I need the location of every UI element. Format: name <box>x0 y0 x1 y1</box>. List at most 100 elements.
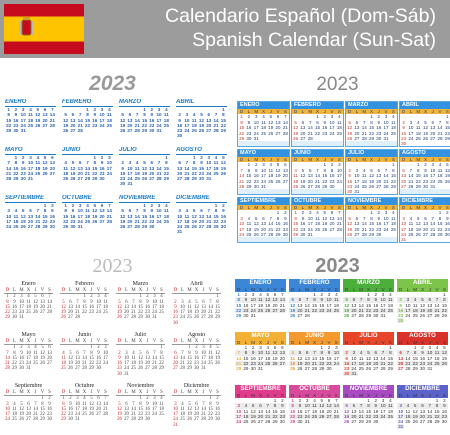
day-grid: 1 2 3 4 5 6 7 8 9 10 11 12 13 14 15 16 17 18 19 20 21 22 23 24 2… <box>235 292 286 319</box>
day-number: 4 <box>29 107 32 112</box>
day-number: 15 <box>322 173 328 179</box>
day-number: 12 <box>289 302 297 308</box>
day-number: 30 <box>198 176 205 182</box>
day-number: 15 <box>40 406 45 412</box>
weekday-label: S <box>332 340 340 346</box>
day-number: 20 <box>99 213 105 219</box>
day-number: 25 <box>208 361 213 367</box>
day-number: 1 <box>440 292 448 298</box>
day-number: 29 <box>368 232 374 238</box>
day-number: 25 <box>27 122 34 128</box>
day-grid: 1 2 3 4 5 6 7 8 9 10 11 12 13 14 15 16 17 18 19 20 21 22 23 24 2… <box>343 292 394 319</box>
day-number: 22 <box>40 412 45 418</box>
day-number: 3 <box>157 203 161 208</box>
day-number: 4 <box>332 292 340 298</box>
calendar-variant-classic: 2023 Enero D L M X J V S 1 2 3 4 5 6 7 8 9 10 11 12 13 14 15 16… <box>0 245 225 435</box>
day-number: 2 <box>377 210 381 216</box>
weekday-label: M <box>360 157 368 163</box>
day-number: 21 <box>433 307 441 314</box>
day-number: 13 <box>198 213 205 219</box>
day-number: 10 <box>6 213 12 219</box>
weekday-label: X <box>256 393 265 399</box>
day-grid: 1 2 3 4 5 6 7 8 9 10 11 12 13 14 15 16 17 18 19 20 21 22 23 24 2… <box>60 396 109 422</box>
day-grid: 1 2 3 4 5 6 7 8 9 10 11 12 13 14 15 16 17 18 19 20 21 22 23 24 2… <box>176 155 227 181</box>
day-number: 27 <box>75 366 80 372</box>
day-number: 21 <box>106 213 112 219</box>
day-number: 27 <box>275 130 281 136</box>
day-number: 9 <box>247 119 251 125</box>
day-number: 2 <box>178 112 181 118</box>
day-number: 28 <box>6 176 12 182</box>
day-number: 5 <box>296 350 304 356</box>
day-number: 4 <box>247 215 251 221</box>
day-number: 13 <box>376 173 382 179</box>
day-number: 18 <box>415 130 421 136</box>
day-number: 16 <box>49 213 55 219</box>
day-number: 20 <box>426 307 434 314</box>
weekday-label: S <box>216 288 219 293</box>
day-number: 5 <box>139 350 142 356</box>
day-number: 23 <box>70 218 76 224</box>
day-number: 17 <box>201 355 206 361</box>
day-number: 9 <box>200 160 203 166</box>
day-number: 24 <box>404 313 412 319</box>
day-number: 19 <box>215 355 220 361</box>
day-number: 10 <box>253 119 259 125</box>
day-number: 15 <box>390 173 396 179</box>
day-number: 18 <box>159 406 164 412</box>
day-number: 16 <box>444 221 450 227</box>
month-name: FEBRERO <box>62 99 113 107</box>
day-number: 4 <box>316 210 319 216</box>
day-number: 17 <box>350 360 358 367</box>
day-number: 3 <box>100 107 104 112</box>
day-number: 2 <box>150 107 154 112</box>
day-number: 28 <box>235 366 243 372</box>
day-number: 2 <box>174 299 177 305</box>
day-number: 12 <box>293 125 299 131</box>
day-number: 15 <box>82 304 87 310</box>
day-number: 2 <box>348 167 351 173</box>
day-number: 27 <box>256 419 265 425</box>
day-number: 27 <box>271 307 279 314</box>
day-number: 5 <box>121 112 124 118</box>
weekday-label: D <box>346 109 354 115</box>
weekday-label: J <box>34 339 37 344</box>
day-number: 5 <box>411 403 419 409</box>
month-name: JULIO <box>343 332 394 340</box>
day-number: 14 <box>307 125 313 131</box>
day-number: 23 <box>68 412 73 418</box>
day-number: 1 <box>43 203 47 208</box>
day-number: 17 <box>156 117 162 123</box>
day-number: 20 <box>127 122 133 128</box>
day-number: 16 <box>47 406 52 412</box>
weekday-label: J <box>146 390 149 395</box>
day-grid: 1 2 3 4 5 6 7 8 9 10 11 12 13 14 15 16 17 18 19 20 21 22 23 24 2… <box>292 162 343 190</box>
weekday-label: X <box>259 157 268 163</box>
day-number: 2 <box>296 398 304 404</box>
day-number: 15 <box>293 221 299 227</box>
day-number: 24 <box>383 226 389 232</box>
day-number: 1 <box>364 292 373 298</box>
weekday-label: M <box>131 390 136 395</box>
weekday-label: D <box>173 390 178 395</box>
day-number: 22 <box>191 170 197 176</box>
day-number: 29 <box>235 313 243 319</box>
weekday-label: X <box>418 287 427 293</box>
month-name: MAYO <box>238 150 289 157</box>
day-number: 12 <box>70 165 76 171</box>
day-number: 14 <box>47 299 52 305</box>
day-number: 4 <box>160 396 163 402</box>
day-number: 8 <box>240 119 243 125</box>
day-number: 9 <box>20 350 23 356</box>
day-number: 6 <box>377 167 381 173</box>
day-number: 23 <box>92 122 98 128</box>
day-number: 8 <box>188 350 191 356</box>
day-number: 4 <box>135 160 139 166</box>
day-number: 20 <box>206 122 212 128</box>
day-number: 10 <box>354 173 360 179</box>
day-number: 18 <box>289 360 297 367</box>
day-number: 31 <box>401 237 407 243</box>
day-number: 9 <box>249 350 257 356</box>
weekday-label: V <box>433 393 441 399</box>
